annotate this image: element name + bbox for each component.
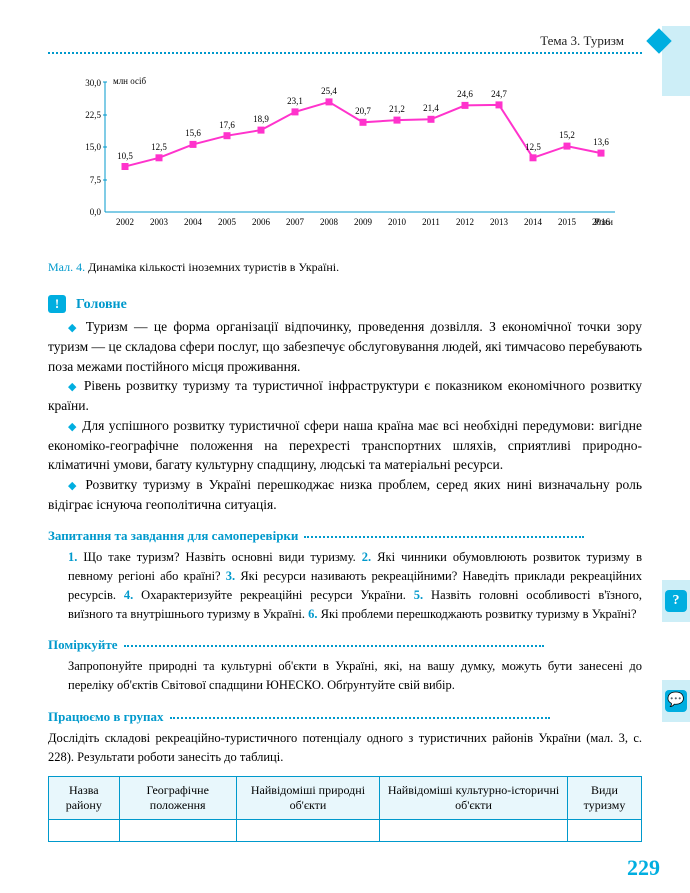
svg-text:млн осіб: млн осіб [113,76,146,86]
svg-text:2014: 2014 [524,217,543,227]
main-p4: ◆ Розвитку туризму в Україні перешкоджає… [48,475,642,515]
svg-text:24,7: 24,7 [491,89,507,99]
th-1: Географічне положення [119,777,236,820]
result-table: Назва району Географічне положення Найві… [48,776,642,842]
svg-text:7,5: 7,5 [90,175,102,185]
svg-text:12,5: 12,5 [151,142,167,152]
think-text: Запропонуйте природні та культурні об'єк… [48,657,642,695]
page-number: 229 [627,855,660,881]
svg-text:2013: 2013 [490,217,509,227]
main-p2: ◆ Рівень розвитку туризму та туристичної… [48,376,642,416]
main-p1: ◆ Туризм — це форма організації відпочин… [48,317,642,376]
svg-text:10,5: 10,5 [117,151,133,161]
think-title: Поміркуйте [48,637,642,653]
chart-svg: 0,0 7,5 15,0 22,5 30,0 млн осіб Роки [48,72,642,232]
svg-text:22,5: 22,5 [85,110,101,120]
svg-text:25,4: 25,4 [321,86,337,96]
chart-markers-group: 10,5 12,5 15,6 17,6 18,9 23,1 25,4 20,7 … [116,86,611,227]
svg-text:15,2: 15,2 [559,130,575,140]
svg-text:0,0: 0,0 [90,207,102,217]
svg-text:2015: 2015 [558,217,577,227]
group-text: Дослідіть складові рекреаційно-туристичн… [48,729,642,767]
tourists-chart: 0,0 7,5 15,0 22,5 30,0 млн осіб Роки [48,72,642,252]
svg-text:30,0: 30,0 [85,78,101,88]
svg-text:2007: 2007 [286,217,305,227]
svg-text:2002: 2002 [116,217,134,227]
svg-text:18,9: 18,9 [253,114,269,124]
svg-text:2004: 2004 [184,217,203,227]
main-p3: ◆ Для успішного розвитку туристичної сфе… [48,416,642,475]
main-heading: Головне [76,297,127,313]
th-4: Види туризму [567,777,641,820]
caption-label: Мал. 4. [48,260,85,274]
header-title: Тема 3. Туризм [540,33,624,49]
svg-text:17,6: 17,6 [219,120,235,130]
th-0: Назва району [49,777,120,820]
svg-text:2008: 2008 [320,217,339,227]
questions-block: 1. Що таке туризм? Назвіть основні види … [48,548,642,623]
questions-title: Запитання та завдання для самоперевірки [48,528,642,544]
svg-text:13,6: 13,6 [593,137,609,147]
svg-text:2011: 2011 [422,217,440,227]
group-title: Працюємо в групах [48,709,642,725]
svg-text:2003: 2003 [150,217,169,227]
svg-text:2012: 2012 [456,217,474,227]
svg-text:12,5: 12,5 [525,142,541,152]
svg-text:15,6: 15,6 [185,128,201,138]
svg-text:15,0: 15,0 [85,142,101,152]
svg-text:2006: 2006 [252,217,271,227]
svg-text:21,4: 21,4 [423,103,439,113]
chart-caption: Мал. 4. Динаміка кількості іноземних тур… [48,260,642,275]
svg-text:2016: 2016 [592,217,611,227]
svg-text:21,2: 21,2 [389,104,405,114]
svg-text:24,6: 24,6 [457,89,473,99]
table-row [49,820,642,842]
th-3: Найвідоміші культурно-історичні об'єкти [380,777,568,820]
svg-text:2010: 2010 [388,217,407,227]
svg-text:2005: 2005 [218,217,237,227]
svg-text:20,7: 20,7 [355,106,371,116]
th-2: Найвідоміші природні об'єкти [236,777,379,820]
caption-text: Динаміка кількості іноземних туристів в … [88,260,339,274]
svg-text:23,1: 23,1 [287,96,303,106]
main-section: ! Головне ◆ Туризм — це форма організаці… [48,295,642,514]
page-header: Тема 3. Туризм [48,32,642,54]
svg-text:2009: 2009 [354,217,373,227]
exclamation-icon: ! [48,295,66,313]
diamond-icon [646,28,671,53]
